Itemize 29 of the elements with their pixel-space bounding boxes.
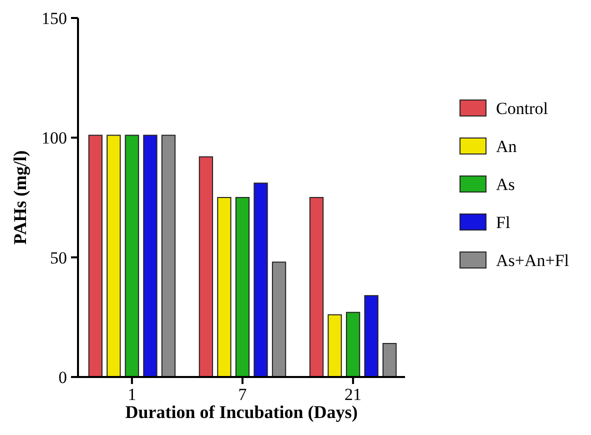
bar — [198, 156, 214, 378]
legend-label: As+An+Fl — [496, 250, 570, 270]
legend-label: As — [496, 174, 515, 194]
bar — [235, 197, 250, 378]
bar — [364, 295, 378, 378]
y-tick-label: 100 — [42, 128, 67, 148]
bar — [143, 134, 158, 378]
y-tick-label: 150 — [42, 8, 67, 28]
x-tick-label: 1 — [128, 385, 136, 404]
bar — [106, 134, 121, 378]
bar — [161, 134, 176, 378]
bar — [272, 262, 286, 378]
y-tick-label: 50 — [50, 248, 67, 268]
bar — [124, 134, 140, 378]
legend-label: An — [496, 136, 518, 156]
bar — [88, 134, 102, 378]
bar — [328, 314, 342, 378]
bar — [217, 197, 232, 378]
bar — [346, 312, 360, 378]
legend-label: Control — [496, 98, 548, 118]
x-tick-label: 7 — [238, 385, 248, 404]
bar — [309, 197, 324, 378]
y-tick-label: 0 — [58, 368, 67, 387]
bar — [254, 182, 268, 378]
bar — [382, 342, 397, 378]
legend-label: Fl — [496, 212, 510, 232]
x-tick-label: 21 — [344, 385, 362, 404]
y-axis-title: PAHs (mg/l) — [10, 150, 30, 245]
x-axis-title: Duration of Incubation (Days) — [125, 402, 358, 422]
